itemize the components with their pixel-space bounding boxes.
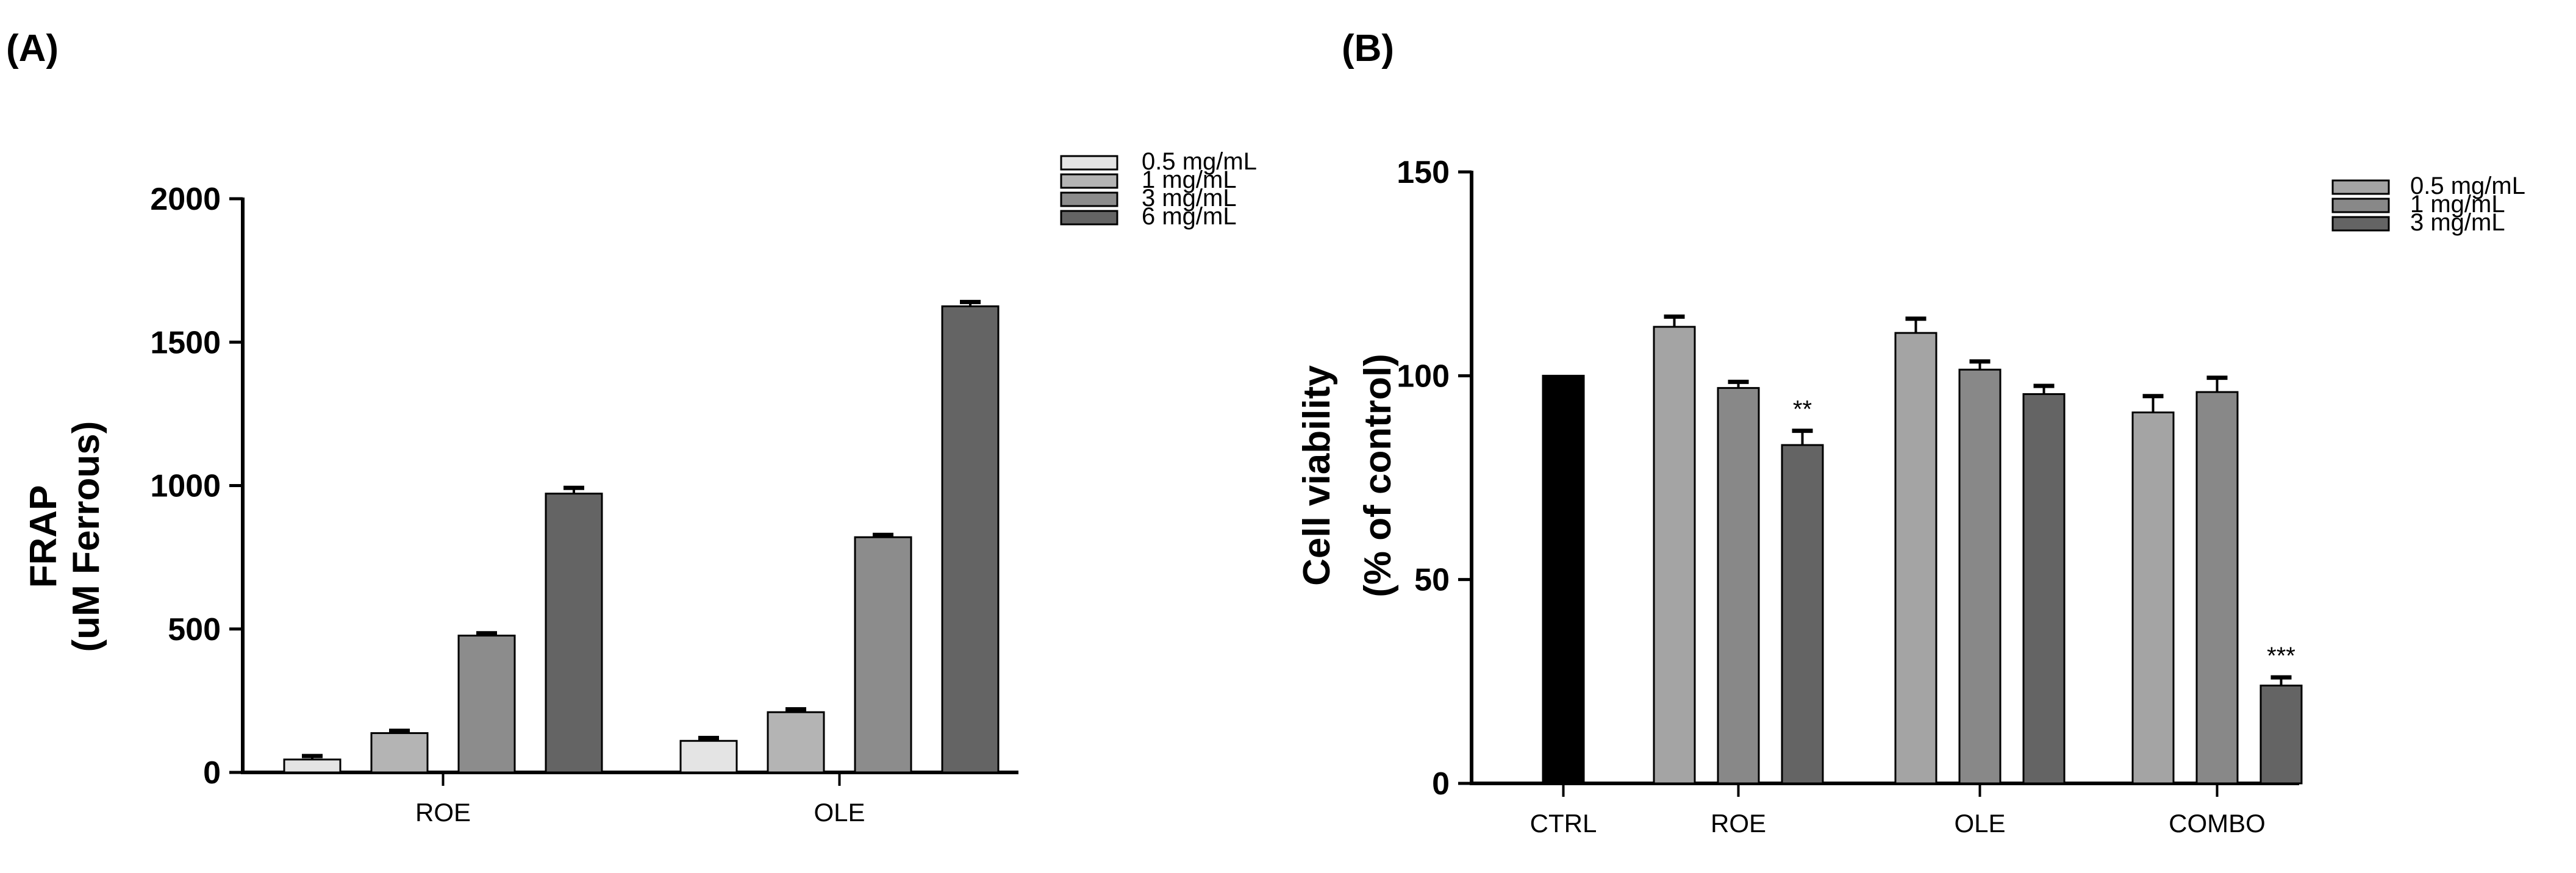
panel-b-bar — [1781, 444, 1824, 785]
panel-b-plot: 0 50 100 150 CTRL ROE ** OLE COMBO *** — [1397, 155, 2303, 838]
panel-b-bar — [2131, 412, 2175, 785]
panel-a-legend-label: 3 mg/mL — [1142, 185, 1237, 212]
panel-a-bar — [679, 739, 738, 774]
panel-b-ytick-label: 0 — [1432, 766, 1450, 802]
panel-b-legend-label: 3 mg/mL — [2410, 209, 2505, 236]
panel-a-ytick-label: 2000 — [150, 182, 221, 217]
panel-a-plot: 0 500 1000 1500 2000 ROE OLE — [150, 182, 1018, 827]
panel-a-bar — [370, 732, 429, 774]
panel-a-ytick-label: 500 — [168, 612, 221, 647]
panel-a-legend-label: 1 mg/mL — [1142, 166, 1237, 193]
panel-a-bar — [941, 305, 1000, 774]
panel-b-bar — [1717, 387, 1760, 785]
panel-a-ylabel-line1: FRAP — [23, 485, 65, 588]
panel-b-bar — [1894, 332, 1937, 785]
panel-b-category-label: ROE — [1711, 809, 1766, 838]
panel-b: (B) Cell viability (% of control) 0 50 100… — [1296, 27, 2525, 838]
panel-b-category-label: OLE — [1954, 809, 2005, 838]
panel-a-legend-swatch — [1060, 173, 1118, 189]
panel-b-legend-label: 1 mg/mL — [2410, 191, 2505, 218]
panel-a-legend-label: 0.5 mg/mL — [1142, 148, 1257, 175]
panel-b-bar — [2022, 393, 2066, 785]
panel-a-legend: 0.5 mg/mL1 mg/mL3 mg/mL6 mg/mL — [1060, 148, 1257, 230]
panel-a-bar — [767, 711, 825, 774]
panel-b-bar — [2195, 391, 2239, 785]
panel-b-legend: 0.5 mg/mL1 mg/mL3 mg/mL — [2331, 173, 2525, 236]
panel-a-ytick-label: 1000 — [150, 469, 221, 504]
panel-b-bar — [2259, 685, 2303, 785]
panel-b-category-label: COMBO — [2169, 809, 2266, 838]
panel-a-ylabel-line2: (uM Ferrous) — [65, 421, 107, 652]
panel-a-ytick-label: 0 — [203, 755, 221, 791]
panel-b-legend-swatch — [2331, 216, 2390, 232]
panel-b-ylabel-line2: (% of control) — [1357, 354, 1399, 597]
panel-a-legend-swatch — [1060, 210, 1118, 226]
panel-b-legend-swatch — [2331, 179, 2390, 195]
panel-a-legend-swatch — [1060, 191, 1118, 207]
panel-a-bar — [283, 758, 342, 774]
panel-a-category-label: ROE — [415, 798, 471, 827]
panel-a-bar — [545, 493, 603, 774]
panel-b-ytick-label: 100 — [1397, 358, 1450, 394]
panel-b-legend-label: 0.5 mg/mL — [2410, 173, 2525, 199]
panel-a-category-label: OLE — [814, 798, 865, 827]
panel-b-bar — [1958, 368, 2002, 785]
panel-b-bar — [1653, 326, 1696, 785]
panel-a-bar — [457, 635, 516, 774]
panel-b-ytick-label: 150 — [1397, 155, 1450, 190]
panel-b-ylabel-line1: Cell viability — [1296, 365, 1338, 586]
panel-a-legend-swatch — [1060, 155, 1118, 171]
panel-a-bar — [854, 536, 912, 774]
panel-a-ytick-label: 1500 — [150, 325, 221, 360]
panel-b-significance-marker: *** — [2267, 643, 2295, 669]
panel-b-ytick-label: 50 — [1414, 563, 1450, 598]
panel-a: (A) FRAP (uM Ferrous) 0 500 1000 1500 2000 RO… — [6, 27, 1257, 827]
panel-b-legend-swatch — [2331, 198, 2390, 213]
panel-b-category-label-ctrl: CTRL — [1530, 809, 1597, 838]
panel-a-label: (A) — [6, 27, 59, 69]
panel-b-control-bar — [1542, 374, 1585, 785]
panel-b-label: (B) — [1342, 27, 1394, 69]
panel-b-significance-marker: ** — [1793, 396, 1812, 423]
panel-a-legend-label: 6 mg/mL — [1142, 203, 1237, 230]
